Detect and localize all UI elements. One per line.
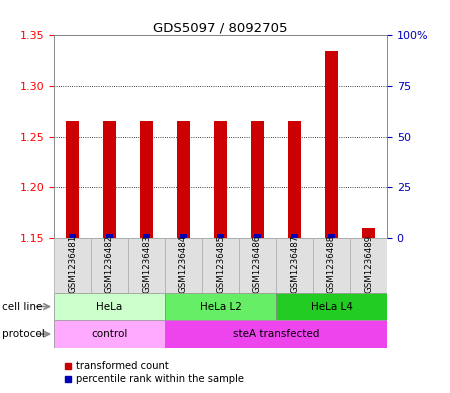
Text: GSM1236486: GSM1236486 [253, 235, 262, 293]
Text: HeLa L2: HeLa L2 [199, 301, 242, 312]
Bar [128, 238, 165, 293]
Bar [214, 121, 227, 238]
Bar [143, 234, 150, 238]
Bar [54, 320, 165, 348]
Bar [325, 51, 338, 238]
Bar [313, 238, 350, 293]
Bar [54, 238, 91, 293]
Bar [165, 320, 387, 348]
Text: HeLa: HeLa [96, 301, 122, 312]
Text: GSM1236485: GSM1236485 [216, 235, 225, 293]
Legend: transformed count, percentile rank within the sample: transformed count, percentile rank withi… [59, 357, 248, 388]
Bar [217, 234, 224, 238]
Bar [291, 234, 298, 238]
Text: protocol: protocol [2, 329, 45, 339]
Text: GSM1236489: GSM1236489 [364, 235, 373, 293]
Text: GSM1236482: GSM1236482 [105, 235, 114, 293]
Text: GSM1236484: GSM1236484 [179, 235, 188, 293]
Text: GSM1236488: GSM1236488 [327, 235, 336, 293]
Bar [180, 234, 187, 238]
Text: GSM1236483: GSM1236483 [142, 235, 151, 293]
Text: steA transfected: steA transfected [233, 329, 319, 339]
Bar [251, 121, 264, 238]
Bar [66, 121, 79, 238]
Bar [106, 234, 113, 238]
Bar [140, 121, 153, 238]
Bar [91, 238, 128, 293]
Text: GSM1236487: GSM1236487 [290, 235, 299, 293]
Text: HeLa L4: HeLa L4 [310, 301, 352, 312]
Text: control: control [91, 329, 128, 339]
Text: cell line: cell line [2, 301, 43, 312]
Bar [350, 238, 387, 293]
Bar [239, 238, 276, 293]
Title: GDS5097 / 8092705: GDS5097 / 8092705 [153, 21, 288, 34]
Bar [276, 238, 313, 293]
Bar [362, 228, 375, 238]
Text: GSM1236481: GSM1236481 [68, 235, 77, 293]
Bar [288, 121, 301, 238]
Bar [202, 238, 239, 293]
Bar [254, 234, 261, 238]
Bar [69, 234, 76, 238]
Bar [328, 234, 335, 238]
Bar [165, 293, 276, 320]
Bar [103, 121, 116, 238]
Bar [165, 238, 202, 293]
Bar [276, 293, 387, 320]
Bar [177, 121, 190, 238]
Bar [54, 293, 165, 320]
